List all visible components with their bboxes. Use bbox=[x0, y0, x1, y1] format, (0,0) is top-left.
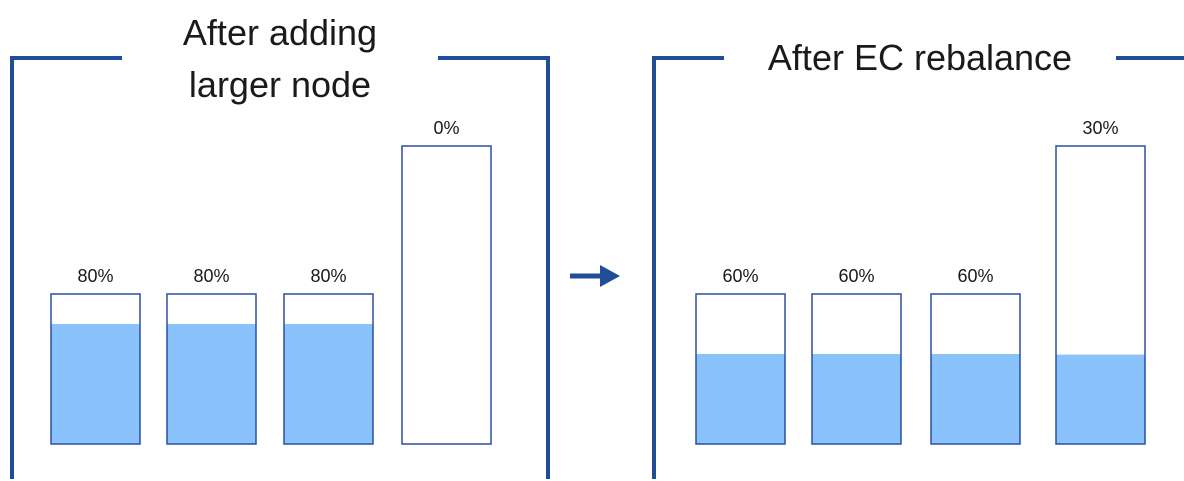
before-node-2-fill-bar bbox=[167, 324, 256, 444]
panel-before-nodes: 80% 80% 80% 0% bbox=[50, 118, 492, 445]
panel-before-title-line-1: After adding bbox=[183, 12, 377, 53]
panel-after-frame bbox=[652, 56, 1184, 479]
before-node-4-outline bbox=[401, 145, 492, 445]
before-node-4-percent-label: 0% bbox=[433, 118, 459, 138]
before-storage-node-2: 80% bbox=[166, 266, 257, 445]
before-node-1-fill-bar bbox=[51, 324, 140, 444]
before-storage-node-1: 80% bbox=[50, 266, 141, 445]
after-storage-node-3: 60% bbox=[930, 266, 1021, 445]
after-node-2-percent-label: 60% bbox=[838, 266, 874, 286]
after-storage-node-2: 60% bbox=[811, 266, 902, 445]
before-node-3-fill-bar bbox=[284, 324, 373, 444]
before-node-1-outline bbox=[50, 293, 141, 445]
after-node-3-percent-label: 60% bbox=[957, 266, 993, 286]
before-node-1-percent-label: 80% bbox=[77, 266, 113, 286]
panel-before-title-line-2: larger node bbox=[189, 64, 371, 105]
after-node-4-outline bbox=[1055, 145, 1146, 445]
before-storage-node-3: 80% bbox=[283, 266, 374, 445]
after-node-1-outline bbox=[695, 293, 786, 445]
before-node-3-percent-label: 80% bbox=[310, 266, 346, 286]
after-node-2-fill-bar bbox=[812, 354, 901, 444]
right-arrow-icon bbox=[570, 265, 620, 287]
after-node-4-fill-bar bbox=[1056, 354, 1145, 444]
panel-before-frame bbox=[10, 56, 550, 479]
before-storage-node-4: 0% bbox=[401, 118, 492, 445]
panel-after-nodes: 60% 60% 60% 30% bbox=[695, 118, 1146, 445]
after-storage-node-4: 30% bbox=[1055, 118, 1146, 445]
after-node-1-percent-label: 60% bbox=[722, 266, 758, 286]
after-node-1-fill-bar bbox=[696, 354, 785, 444]
before-node-3-outline bbox=[283, 293, 374, 445]
after-node-2-outline bbox=[811, 293, 902, 445]
before-node-2-outline bbox=[166, 293, 257, 445]
after-node-3-fill-bar bbox=[931, 354, 1020, 444]
after-node-3-outline bbox=[930, 293, 1021, 445]
after-node-4-percent-label: 30% bbox=[1082, 118, 1118, 138]
after-storage-node-1: 60% bbox=[695, 266, 786, 445]
before-node-2-percent-label: 80% bbox=[193, 266, 229, 286]
panel-after-title: After EC rebalance bbox=[768, 37, 1072, 78]
